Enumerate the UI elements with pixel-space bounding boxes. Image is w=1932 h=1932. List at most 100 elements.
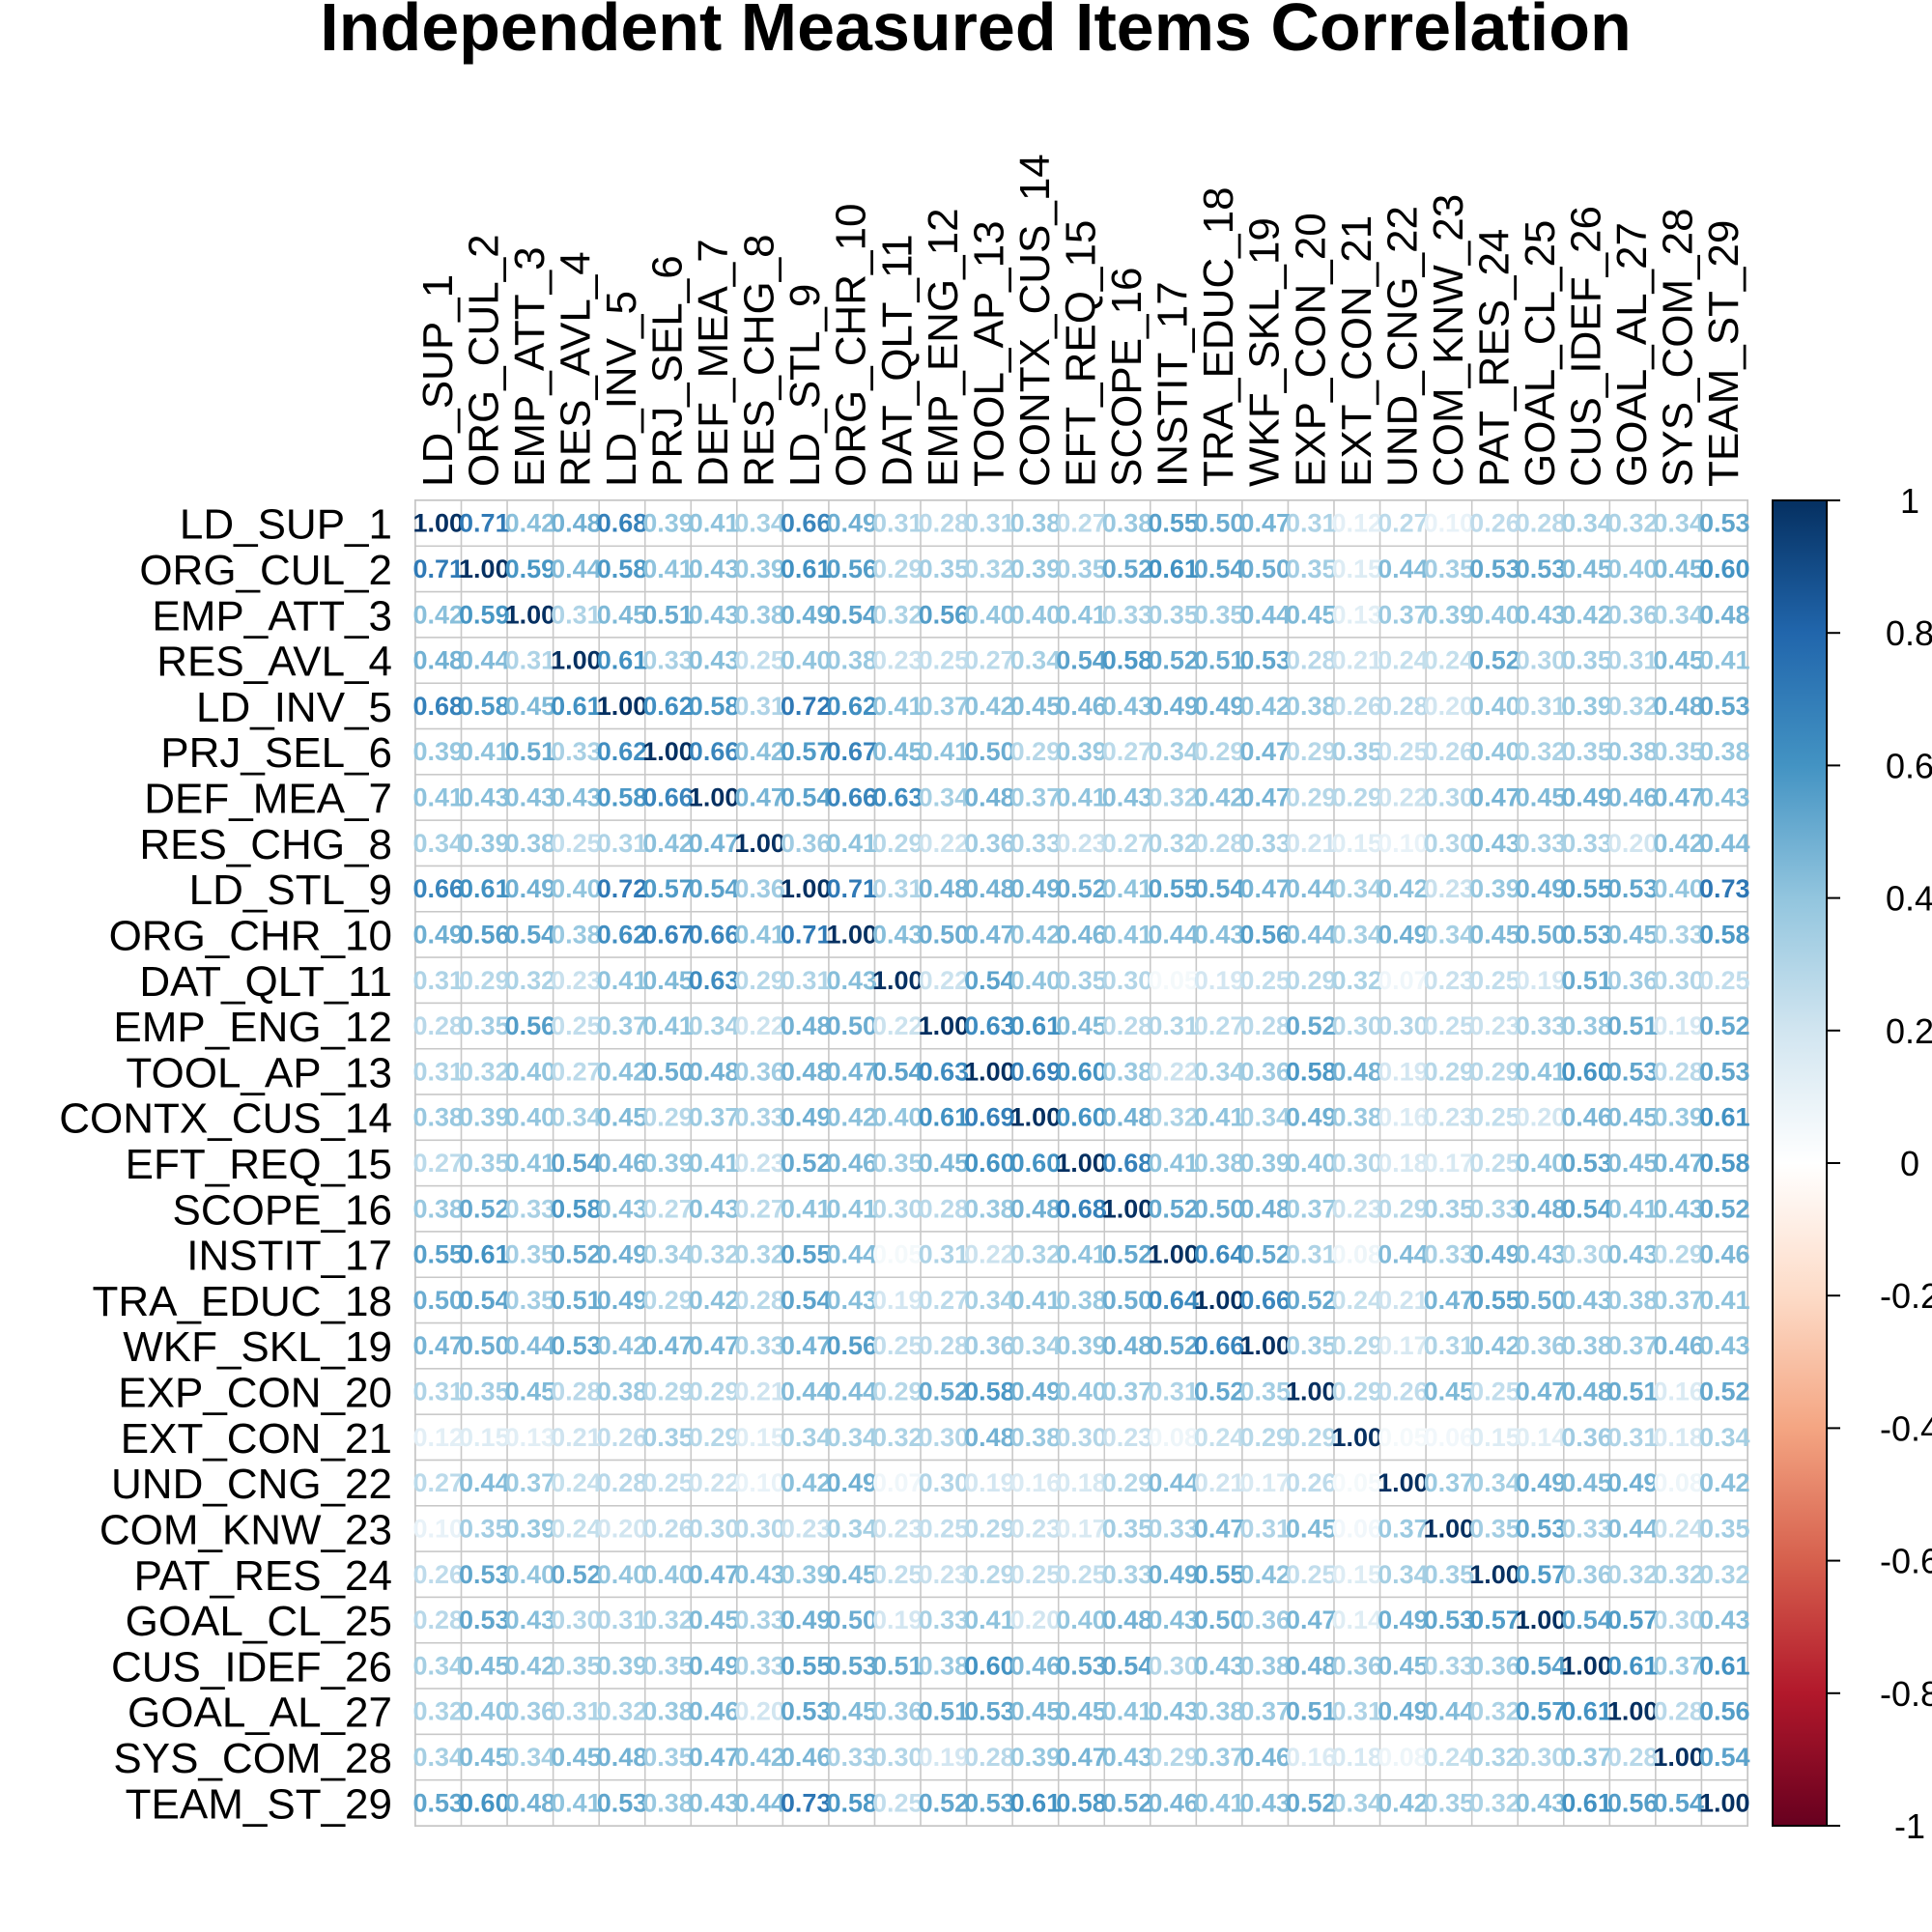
cell-value: 0.25 xyxy=(551,1011,602,1040)
cell-value: 0.58 xyxy=(1102,646,1153,675)
colorbar-tick-label: 0.2 xyxy=(1886,1011,1932,1051)
cell-value: 0.49 xyxy=(781,600,832,629)
cell-value: 0.44 xyxy=(826,1378,877,1406)
cell-value: 0.60 xyxy=(1010,1149,1062,1178)
cell-value: 0.40 xyxy=(505,1103,556,1132)
cell-value: 0.30 xyxy=(734,1514,785,1543)
cell-value: 0.46 xyxy=(1561,1103,1612,1132)
cell-value: 0.35 xyxy=(1561,737,1612,766)
cell-value: 0.27 xyxy=(1102,829,1153,858)
cell-value: 0.43 xyxy=(1607,1240,1659,1269)
cell-value: 0.66 xyxy=(826,783,877,812)
grid-cell xyxy=(1103,1413,1151,1462)
cell-value: 0.47 xyxy=(1239,783,1291,812)
cell-value: 0.47 xyxy=(1286,1605,1337,1634)
cell-value: 1.00 xyxy=(551,646,602,675)
cell-value: 0.47 xyxy=(642,1331,694,1360)
cell-value: 0.50 xyxy=(964,737,1015,766)
grid-cell xyxy=(1655,682,1703,730)
grid-cell xyxy=(598,1139,646,1187)
cell-value: 0.29 xyxy=(642,1378,694,1406)
cell-value: 0.49 xyxy=(689,1651,740,1680)
cell-value: 0.31 xyxy=(1607,646,1659,675)
grid-cell xyxy=(1057,727,1106,776)
cell-value: 0.48 xyxy=(1699,600,1750,629)
row-label: GOAL_CL_25 xyxy=(126,1598,392,1645)
cell-value: 0.29 xyxy=(1653,1240,1704,1269)
cell-value: 1.00 xyxy=(1607,1697,1659,1726)
cell-value: 0.28 xyxy=(1286,646,1337,675)
cell-value: 1.00 xyxy=(412,509,464,538)
cell-value: 0.34 xyxy=(412,829,464,858)
grid-cell xyxy=(873,499,922,548)
cell-value: 0.36 xyxy=(734,874,785,903)
cell-value: 0.23 xyxy=(1332,1194,1383,1223)
cell-value: 0.32 xyxy=(1148,1103,1199,1132)
cell-value: 0.47 xyxy=(1056,1743,1107,1772)
cell-value: 0.54 xyxy=(459,1286,510,1315)
grid-cell xyxy=(1608,1184,1657,1233)
cell-value: 0.34 xyxy=(505,1743,556,1772)
grid-cell xyxy=(690,1184,738,1233)
cell-value: 0.51 xyxy=(1194,646,1245,675)
grid-cell xyxy=(1333,1139,1381,1187)
cell-value: 0.36 xyxy=(1607,600,1659,629)
grid-cell xyxy=(644,956,693,1005)
cell-value: 0.50 xyxy=(459,1331,510,1360)
column-label: TOOL_AP_13 xyxy=(965,220,1012,487)
cell-value: 0.31 xyxy=(1516,692,1567,721)
grid-cell xyxy=(1333,1321,1381,1370)
cell-value: 0.44 xyxy=(826,1240,877,1269)
cell-value: 0.31 xyxy=(412,966,464,995)
cell-value: 0.46 xyxy=(1239,1743,1291,1772)
cell-value: 0.32 xyxy=(1469,1697,1520,1726)
grid-cell xyxy=(1241,1413,1290,1462)
heatmap-cells xyxy=(414,499,1748,1827)
cell-value: 0.68 xyxy=(1102,1149,1153,1178)
cell-value: 0.54 xyxy=(689,874,740,903)
cell-value: 0.52 xyxy=(551,1240,602,1269)
grid-cell xyxy=(1011,1094,1060,1142)
column-label: EXP_CON_20 xyxy=(1287,213,1334,487)
grid-cell xyxy=(1700,1094,1748,1142)
cell-value: 0.54 xyxy=(781,1286,832,1315)
cell-value: 0.37 xyxy=(1194,1743,1245,1772)
cell-value: 0.28 xyxy=(1239,1011,1291,1040)
cell-value: 0.61 xyxy=(1148,554,1199,583)
grid-cell xyxy=(1333,819,1381,867)
grid-cell xyxy=(1470,865,1519,913)
cell-value: 0.51 xyxy=(642,600,694,629)
cell-value: 0.18 xyxy=(1332,1743,1383,1772)
cell-value: 0.47 xyxy=(689,1560,740,1589)
cell-value: 0.37 xyxy=(1286,1194,1337,1223)
grid-cell xyxy=(1103,1139,1151,1187)
grid-cell xyxy=(1287,911,1335,958)
grid-cell xyxy=(414,1413,463,1462)
grid-cell xyxy=(1195,1139,1243,1187)
cell-value: 0.47 xyxy=(1653,1149,1704,1178)
cell-value: 0.63 xyxy=(689,966,740,995)
grid-cell xyxy=(1287,590,1335,639)
colorbar-tick-label: 0.8 xyxy=(1886,613,1932,653)
cell-value: 0.10 xyxy=(412,1514,464,1543)
grid-cell xyxy=(1378,727,1427,776)
grid-cell xyxy=(1425,1094,1473,1142)
column-label: ORG_CHR_10 xyxy=(828,204,875,487)
cell-value: 0.41 xyxy=(1102,920,1153,949)
cell-value: 0.31 xyxy=(872,874,923,903)
cell-value: 0.37 xyxy=(1378,600,1429,629)
cell-value: 0.50 xyxy=(826,1605,877,1634)
cell-value: 0.30 xyxy=(919,1468,970,1497)
grid-cell xyxy=(552,1368,600,1415)
cell-value: 0.60 xyxy=(1056,1103,1107,1132)
column-label: ORG_CUL_2 xyxy=(460,234,507,487)
cell-value: 0.43 xyxy=(1516,1788,1567,1817)
cell-value: 0.45 xyxy=(459,1651,510,1680)
cell-value: 1.00 xyxy=(1516,1605,1567,1634)
cell-value: 1.00 xyxy=(1653,1743,1704,1772)
cell-value: 0.31 xyxy=(1148,1378,1199,1406)
cell-value: 0.42 xyxy=(1378,1788,1429,1817)
grid-cell xyxy=(965,865,1013,913)
row-label: PRJ_SEL_6 xyxy=(160,729,392,777)
grid-cell xyxy=(873,682,922,730)
